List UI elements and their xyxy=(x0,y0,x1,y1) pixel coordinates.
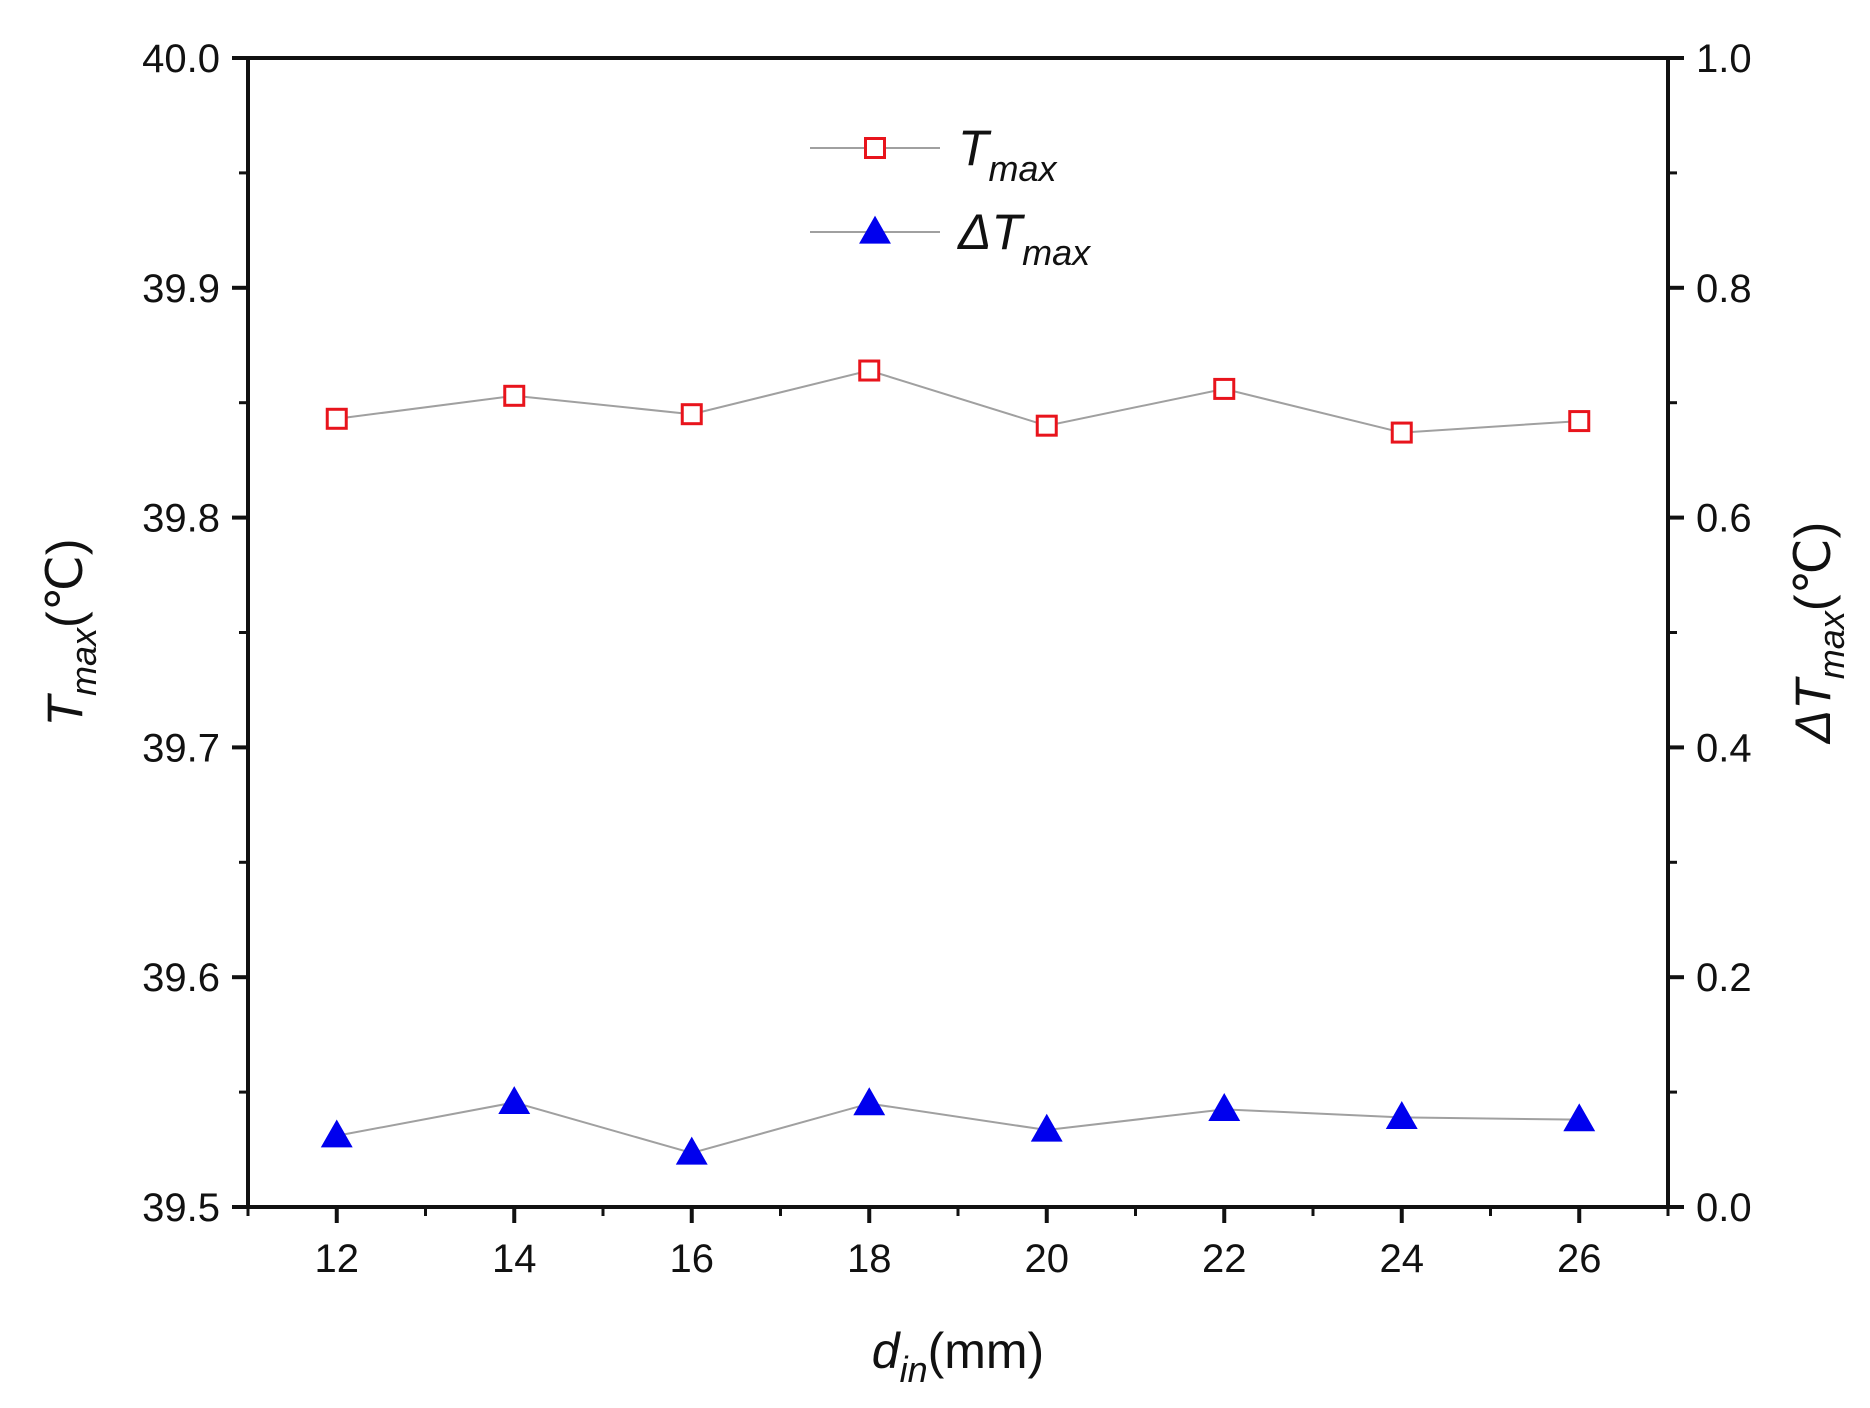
y-left-tick-label: 39.5 xyxy=(142,1186,220,1230)
x-tick-label: 12 xyxy=(315,1237,360,1281)
legend-label: Tmax xyxy=(958,120,1059,189)
x-axis-title: din(mm) xyxy=(872,1323,1044,1390)
legend-marker xyxy=(859,215,891,244)
series-delta-t-max xyxy=(320,1086,1596,1165)
t-max-point xyxy=(1035,414,1058,437)
delta-t-max-point xyxy=(498,1086,531,1115)
axes: 12 14 16 18 20 22 24 26 39.5 39.6 39.7 39.8 39.9 40.0… xyxy=(142,37,1751,1281)
y-left-axis-title: Tmax(℃) xyxy=(37,538,104,726)
legend: Tmax ΔTmax xyxy=(810,120,1092,273)
legend-label: ΔTmax xyxy=(957,204,1092,273)
y-right-tick-label: 0.2 xyxy=(1696,956,1752,1000)
delta-t-max-point xyxy=(1030,1113,1063,1142)
delta-t-max-point xyxy=(320,1119,353,1148)
delta-t-max-point xyxy=(1563,1103,1596,1132)
legend-item: ΔTmax xyxy=(810,204,1092,273)
y-right-tick-label: 0.8 xyxy=(1696,267,1752,311)
t-max-point xyxy=(503,384,526,407)
y-right-tick-label: 0.6 xyxy=(1696,497,1752,541)
y-left-tick-label: 39.7 xyxy=(142,726,220,770)
x-tick-label: 26 xyxy=(1557,1237,1602,1281)
axis-titles: din(mm) Tmax(℃) ΔTmax(℃) xyxy=(37,522,1852,1390)
x-tick-label: 18 xyxy=(847,1237,892,1281)
y-left-tick-label: 39.9 xyxy=(142,267,220,311)
x-tick-label: 16 xyxy=(670,1237,715,1281)
t-max-point xyxy=(680,403,703,426)
delta-t-max-point xyxy=(1208,1093,1241,1121)
x-tick-label: 20 xyxy=(1025,1237,1070,1281)
x-tick-label: 14 xyxy=(492,1237,537,1281)
t-max-point xyxy=(1568,410,1591,433)
series-line xyxy=(336,369,1580,434)
y-left-tick-label: 39.8 xyxy=(142,497,220,541)
t-max-point xyxy=(858,359,881,382)
t-max-point xyxy=(1390,421,1413,444)
series-line xyxy=(336,1101,1580,1155)
y-right-tick-label: 1.0 xyxy=(1696,37,1752,81)
legend-marker xyxy=(864,137,886,159)
y-right-tick-label: 0.0 xyxy=(1696,1186,1752,1230)
series-t-max xyxy=(325,359,1591,444)
y-right-tick-label: 0.4 xyxy=(1696,726,1752,770)
y-left-tick-label: 40.0 xyxy=(142,37,220,81)
x-tick-label: 22 xyxy=(1202,1237,1247,1281)
delta-t-max-point xyxy=(1385,1101,1418,1129)
t-max-point xyxy=(325,407,348,430)
delta-t-max-point xyxy=(675,1136,708,1165)
legend-item: Tmax xyxy=(810,120,1059,189)
y-right-axis-title: ΔTmax(℃) xyxy=(1785,522,1852,745)
x-tick-label: 24 xyxy=(1380,1237,1425,1281)
delta-t-max-point xyxy=(853,1087,886,1116)
y-left-tick-label: 39.6 xyxy=(142,956,220,1000)
t-max-point xyxy=(1213,377,1236,400)
series-layer xyxy=(320,359,1596,1165)
